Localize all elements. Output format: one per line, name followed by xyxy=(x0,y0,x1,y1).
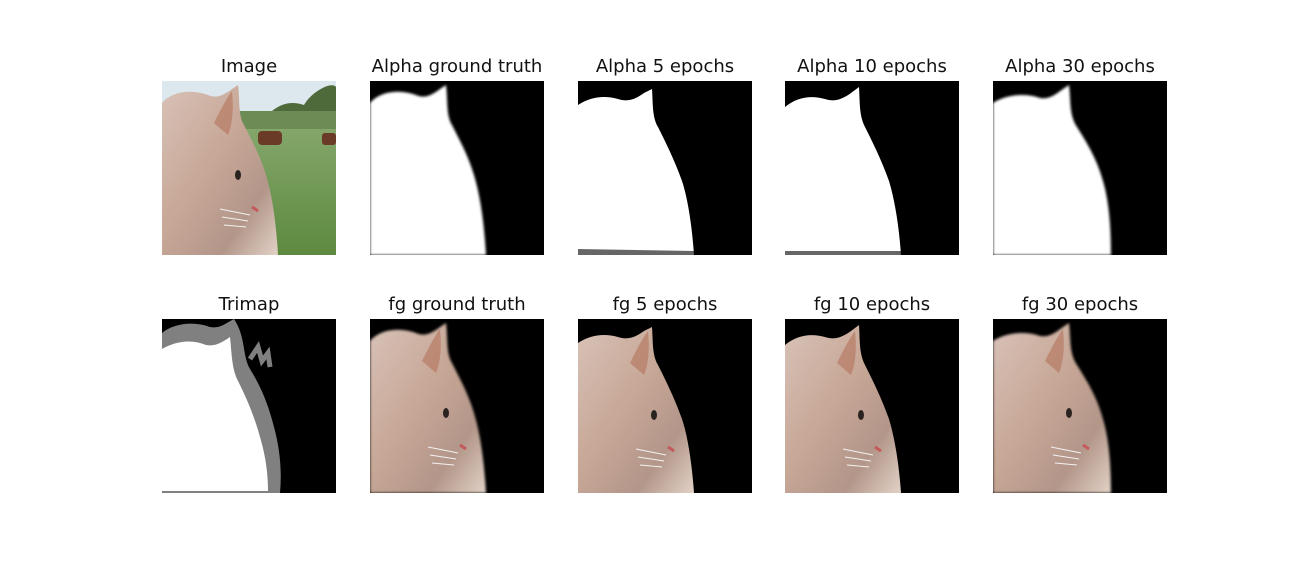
alpha-matte xyxy=(993,81,1167,255)
foreground xyxy=(993,319,1167,493)
foreground xyxy=(370,319,544,493)
panel-title: Alpha 10 epochs xyxy=(797,56,947,77)
panel-title: Image xyxy=(220,56,278,77)
panel-title: Trimap xyxy=(218,294,280,315)
trimap xyxy=(162,319,336,493)
panel-title: fg 10 epochs xyxy=(813,294,931,315)
panel-title: fg 30 epochs xyxy=(1021,294,1139,315)
panel-title: Alpha ground truth xyxy=(371,56,543,77)
cat-photo xyxy=(162,81,336,255)
panel-title: fg ground truth xyxy=(388,294,526,315)
panel-title: Alpha 5 epochs xyxy=(595,56,735,77)
panel-title: Alpha 30 epochs xyxy=(1005,56,1155,77)
panel-title: fg 5 epochs xyxy=(612,294,718,315)
foreground xyxy=(785,319,959,493)
alpha-matte xyxy=(370,81,544,255)
alpha-matte xyxy=(785,81,959,255)
alpha-matte xyxy=(578,81,752,255)
foreground xyxy=(578,319,752,493)
